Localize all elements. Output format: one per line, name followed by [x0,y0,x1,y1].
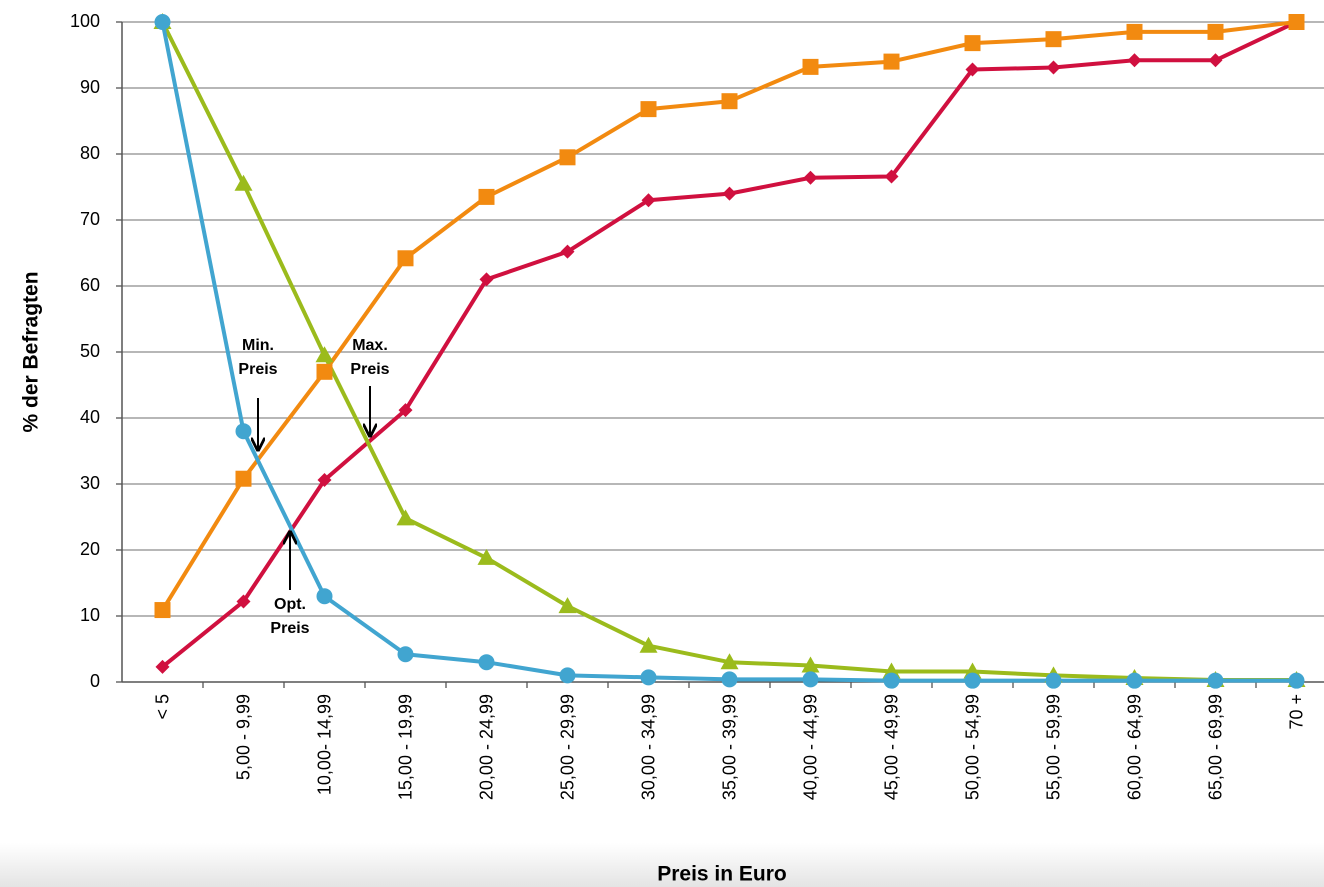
marker [883,53,900,70]
y-tick-label: 50 [80,341,100,361]
marker [479,272,494,287]
y-tick-label: 80 [80,143,100,163]
marker [1045,31,1062,48]
marker [316,363,333,380]
marker [235,423,252,440]
x-tick-label: 25,00 - 29,99 [557,694,577,800]
y-tick-label: 40 [80,407,100,427]
marker [317,473,332,488]
marker [397,250,414,267]
series-line [160,21,1297,683]
y-tick-label: 30 [80,473,100,493]
marker [721,93,738,110]
marker [640,101,657,118]
marker [720,653,739,670]
annotation: Preis [350,361,389,378]
y-tick-label: 90 [80,77,100,97]
marker [640,669,657,686]
marker [234,174,253,191]
marker [559,149,576,166]
marker [1127,53,1142,68]
x-tick-label: 55,00 - 59,99 [1043,694,1063,800]
y-tick-label: 20 [80,539,100,559]
y-tick-label: 10 [80,605,100,625]
marker [964,672,981,689]
marker [641,193,656,208]
x-tick-label: 35,00 - 39,99 [719,694,739,800]
x-tick-label: 65,00 - 69,99 [1205,694,1225,800]
x-tick-label: 40,00 - 44,99 [800,694,820,800]
annotation: Min. [242,337,274,354]
series-line [160,21,1297,683]
annotations: Min. Preis Max. Preis Opt. Preis [238,337,389,637]
marker [1207,672,1224,689]
series-lines [153,13,1306,689]
marker [639,636,658,653]
x-tick-label: 70 + [1286,694,1306,730]
marker [478,654,495,671]
x-tick-label: 10,00- 14,99 [314,694,334,795]
x-axis-title: Preis in Euro [657,863,787,886]
x-tick-label: 15,00 - 19,99 [395,694,415,800]
y-tick-label: 0 [90,671,100,691]
marker [722,186,737,201]
y-axis-title: % der Befragten [20,271,43,432]
marker [802,671,819,688]
marker [396,509,415,526]
marker [558,597,577,614]
y-tick-label: 100 [70,11,100,31]
marker [477,548,496,565]
marker [154,602,171,619]
x-tick-label: < 5 [152,694,172,720]
marker [802,58,819,75]
x-tick-label: 60,00 - 64,99 [1124,694,1144,800]
marker [1288,672,1305,689]
marker [1288,14,1305,30]
y-tick-label: 70 [80,209,100,229]
marker [721,671,738,688]
annotation: Preis [270,620,309,637]
x-tick-label: 50,00 - 54,99 [962,694,982,800]
marker [316,588,333,605]
x-tick-label: 5,00 - 9,99 [233,694,253,780]
marker [801,656,820,673]
marker [1126,672,1143,689]
marker [883,672,900,689]
grid [116,21,1324,688]
marker [1045,672,1062,689]
marker [964,35,981,52]
marker [965,62,980,77]
annotation: Opt. [274,596,306,613]
marker [315,346,334,363]
y-tick-label: 60 [80,275,100,295]
marker [236,594,251,609]
annotation: Preis [238,361,277,378]
series-line [161,20,1298,669]
x-tick-label: 45,00 - 49,99 [881,694,901,800]
marker [1126,23,1143,40]
marker [884,169,899,184]
marker [560,244,575,259]
marker [1046,60,1061,75]
marker [1207,23,1224,40]
marker [478,188,495,205]
marker [397,646,414,663]
marker [155,659,170,674]
marker [235,470,252,487]
marker [803,170,818,185]
marker [559,667,576,684]
series-line [160,20,1297,612]
marker [1208,53,1223,68]
annotation: Max. [352,337,388,354]
footer-band [0,843,1324,887]
x-tick-label: 30,00 - 34,99 [638,694,658,800]
marker [154,14,171,30]
marker [398,403,413,418]
x-tick-label: 20,00 - 24,99 [476,694,496,800]
